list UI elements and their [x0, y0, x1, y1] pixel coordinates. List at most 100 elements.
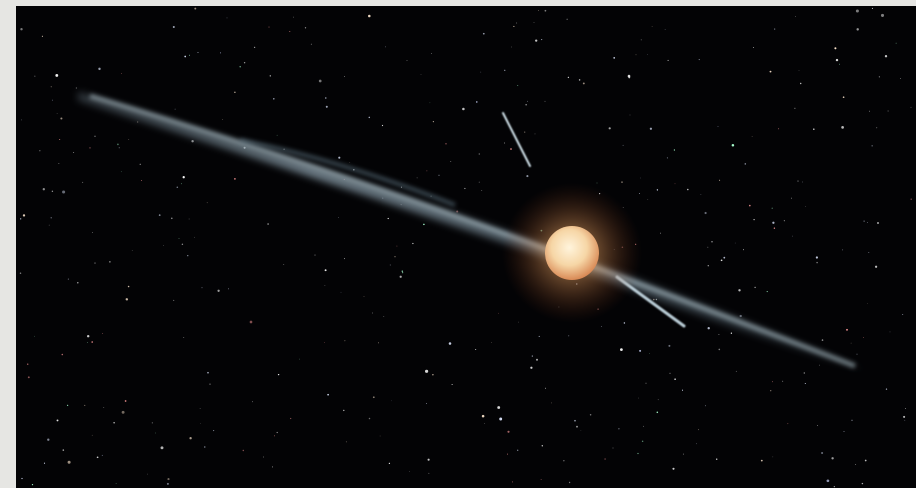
background-star — [498, 312, 499, 314]
background-star — [87, 342, 88, 343]
background-star — [821, 451, 824, 455]
background-star — [798, 70, 800, 71]
background-star — [667, 59, 669, 61]
background-star — [803, 372, 805, 374]
background-star — [163, 245, 165, 246]
background-star — [67, 460, 71, 464]
background-star — [497, 406, 501, 409]
background-star — [476, 101, 478, 103]
background-star — [234, 178, 236, 180]
background-star — [338, 217, 339, 218]
background-star — [698, 429, 700, 431]
background-star — [902, 314, 904, 315]
background-star — [462, 107, 465, 111]
background-star — [622, 144, 624, 146]
background-star — [56, 113, 58, 114]
background-star — [627, 74, 631, 78]
background-star — [276, 134, 278, 136]
background-star — [735, 370, 737, 372]
background-star — [885, 388, 888, 390]
background-star — [711, 241, 713, 243]
background-star — [209, 383, 211, 385]
background-star — [445, 143, 447, 145]
background-star — [582, 82, 585, 85]
background-star — [62, 190, 66, 194]
background-star — [61, 353, 64, 356]
background-star — [772, 456, 774, 458]
background-star — [878, 76, 880, 78]
star — [545, 226, 599, 280]
background-star — [835, 58, 839, 62]
background-star — [566, 18, 568, 20]
background-star — [866, 302, 868, 304]
background-star — [656, 411, 659, 414]
background-star — [869, 110, 870, 112]
background-star — [516, 22, 518, 24]
background-star — [427, 458, 430, 461]
background-star — [363, 296, 365, 297]
background-star — [263, 456, 264, 458]
background-star — [795, 16, 796, 17]
background-star — [720, 259, 723, 262]
background-star — [344, 76, 345, 77]
background-star — [862, 337, 864, 338]
background-star — [910, 106, 912, 108]
background-star — [89, 147, 91, 149]
background-star — [127, 285, 130, 288]
background-star — [638, 397, 640, 399]
background-star — [272, 466, 273, 468]
background-star — [563, 460, 565, 462]
background-star — [649, 353, 650, 354]
background-star — [401, 270, 404, 272]
background-star — [511, 46, 512, 48]
background-star — [399, 275, 402, 278]
background-star — [428, 472, 430, 474]
background-star — [716, 458, 718, 460]
background-star — [874, 265, 878, 268]
background-star — [213, 430, 215, 432]
background-star — [864, 459, 867, 462]
background-star — [604, 458, 606, 460]
background-star — [635, 54, 637, 56]
background-star — [649, 127, 653, 130]
background-star — [749, 204, 751, 207]
background-star — [531, 355, 533, 357]
background-star — [884, 55, 888, 58]
background-star — [432, 373, 434, 376]
background-star — [338, 156, 341, 159]
background-star — [396, 245, 398, 247]
background-star — [406, 60, 408, 62]
background-star — [734, 242, 736, 244]
background-star — [234, 91, 236, 94]
background-star — [518, 321, 519, 323]
background-star — [174, 108, 176, 110]
background-star — [534, 133, 536, 135]
background-star — [551, 402, 552, 404]
background-star — [517, 449, 519, 451]
background-star — [640, 177, 641, 179]
background-star — [251, 401, 253, 403]
background-star — [187, 255, 189, 257]
background-star — [141, 180, 143, 182]
background-star — [718, 348, 721, 351]
background-star — [269, 75, 271, 77]
background-star — [629, 114, 631, 116]
background-star — [639, 349, 642, 352]
star-field — [19, 7, 912, 488]
background-star — [117, 143, 119, 146]
background-star — [596, 182, 598, 184]
background-star — [343, 409, 345, 412]
background-star — [851, 419, 853, 421]
background-star — [480, 71, 482, 73]
background-star — [94, 262, 96, 264]
background-star — [226, 17, 228, 19]
background-star — [861, 482, 864, 485]
background-star — [647, 199, 649, 200]
background-star — [67, 278, 69, 280]
background-star — [391, 400, 392, 402]
background-star — [674, 378, 676, 381]
background-star — [283, 264, 285, 265]
background-star — [526, 175, 529, 178]
background-star — [621, 181, 623, 183]
background-star — [173, 299, 175, 301]
